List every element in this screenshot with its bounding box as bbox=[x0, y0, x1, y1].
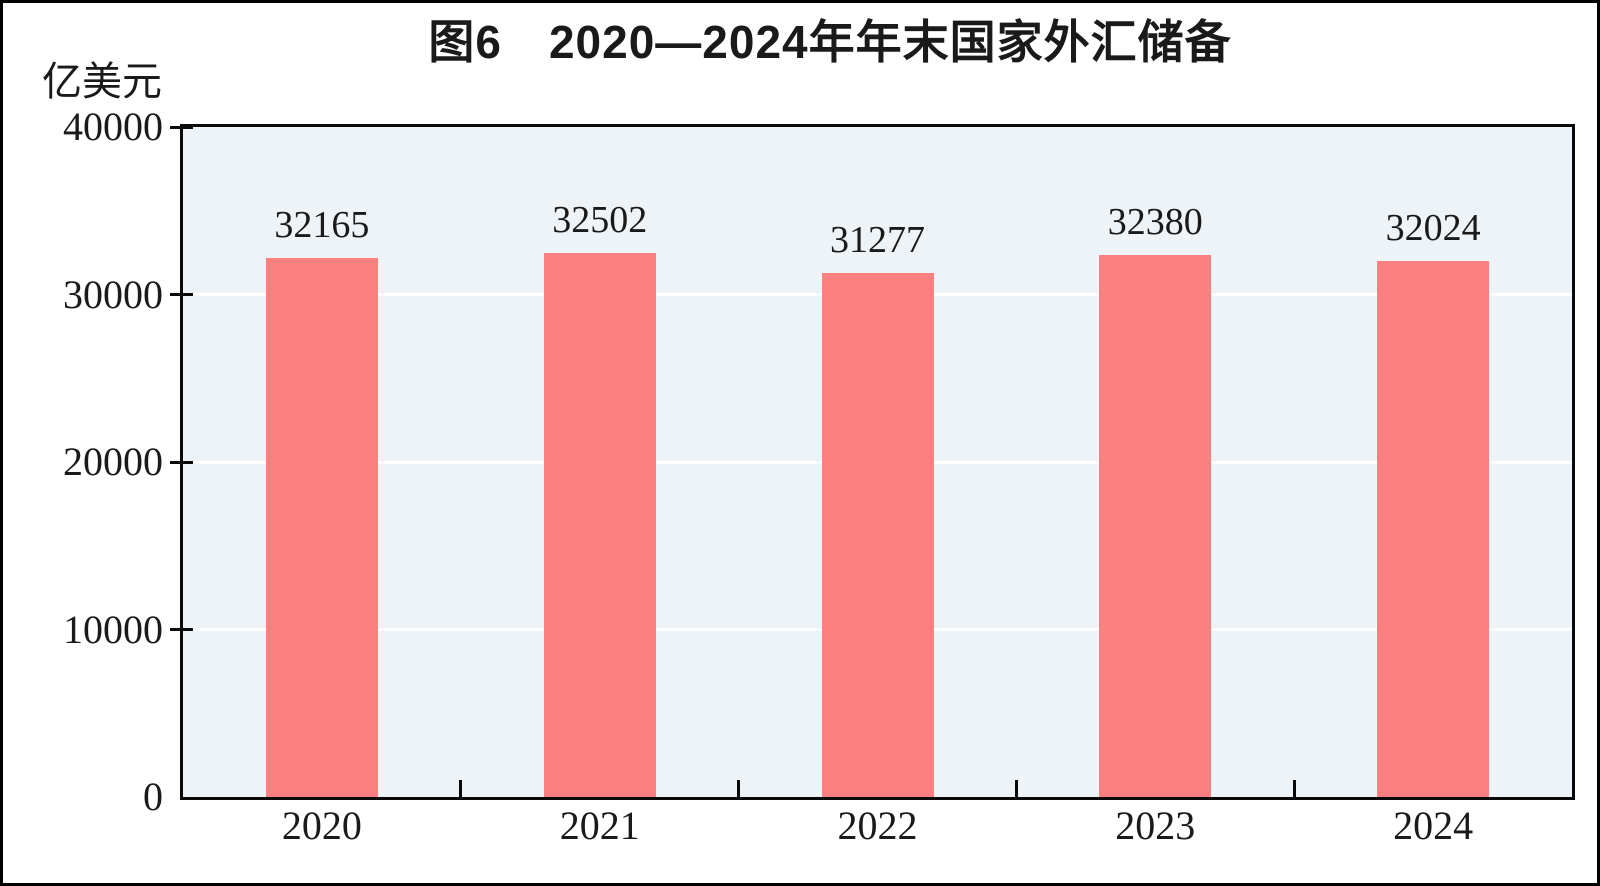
y-axis-tick-label-20000: 20000 bbox=[63, 439, 163, 484]
bar-2024 bbox=[1377, 261, 1490, 797]
y-tick-40000 bbox=[170, 125, 193, 129]
bar-2022 bbox=[821, 273, 934, 797]
y-axis-tick-label-40000: 40000 bbox=[63, 104, 163, 149]
y-tick-30000 bbox=[170, 293, 193, 296]
x-tick bbox=[1292, 780, 1296, 797]
x-tick bbox=[459, 780, 463, 797]
chart-title: 图6 2020—2024年年末国家外汇储备 bbox=[428, 16, 1232, 68]
x-tick bbox=[737, 780, 741, 797]
bar-2020 bbox=[265, 258, 378, 797]
bar-value-label-2023: 32380 bbox=[1107, 201, 1203, 243]
y-axis-tick-label-0: 0 bbox=[143, 774, 163, 819]
bar-value-label-2022: 31277 bbox=[830, 219, 925, 261]
bar-2021 bbox=[543, 253, 656, 797]
plot-area: 32165 32502 31277 32380 32024 bbox=[180, 124, 1575, 800]
x-tick bbox=[1014, 780, 1018, 797]
bar-2023 bbox=[1099, 255, 1212, 797]
bar-value-label-2020: 32165 bbox=[274, 204, 370, 246]
x-axis-label-2022: 2022 bbox=[837, 803, 918, 848]
y-axis-unit-label: 亿美元 bbox=[42, 59, 162, 104]
y-axis-tick-label-10000: 10000 bbox=[63, 606, 163, 652]
x-axis-label-2023: 2023 bbox=[1115, 803, 1196, 848]
y-tick-10000 bbox=[170, 628, 193, 631]
bar-value-label-2024: 32024 bbox=[1385, 207, 1481, 249]
bar-value-label-2021: 32502 bbox=[552, 199, 648, 241]
x-axis-label-2024: 2024 bbox=[1393, 803, 1474, 848]
x-axis-label-2020: 2020 bbox=[281, 803, 362, 848]
y-axis-tick-label-30000: 30000 bbox=[63, 271, 163, 317]
y-tick-20000 bbox=[170, 460, 193, 464]
x-axis-label-2021: 2021 bbox=[559, 803, 640, 848]
